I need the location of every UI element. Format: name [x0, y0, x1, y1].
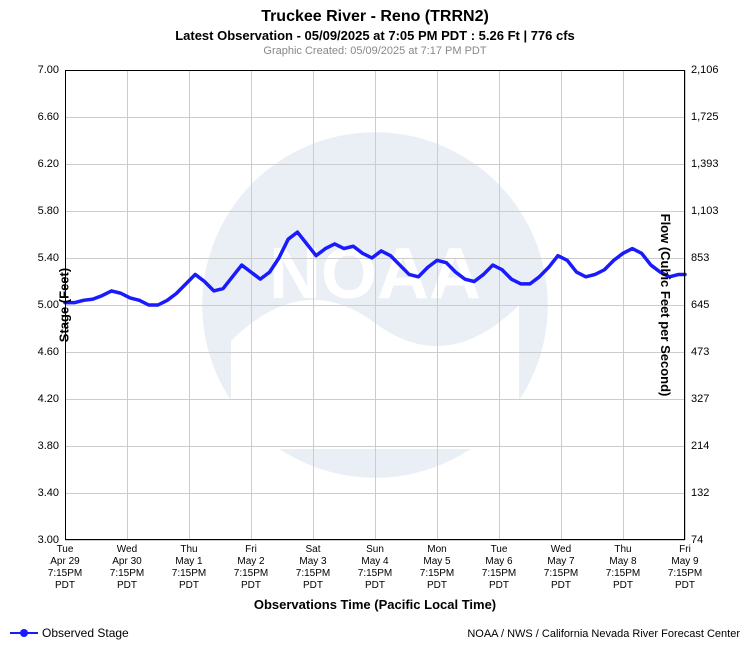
ytick-right: 214: [691, 440, 741, 452]
legend-swatch-icon: [10, 632, 38, 634]
ytick-left: 3.40: [19, 487, 59, 499]
xtick: SatMay 37:15PMPDT: [283, 544, 343, 592]
chart-subtitle: Latest Observation - 05/09/2025 at 7:05 …: [0, 28, 750, 43]
ytick-right: 853: [691, 252, 741, 264]
ytick-left: 4.60: [19, 346, 59, 358]
xtick: WedApr 307:15PMPDT: [97, 544, 157, 592]
ytick-right: 1,103: [691, 205, 741, 217]
x-axis-label: Observations Time (Pacific Local Time): [254, 597, 496, 612]
ytick-right: 645: [691, 299, 741, 311]
xtick: ThuMay 17:15PMPDT: [159, 544, 219, 592]
xtick: ThuMay 87:15PMPDT: [593, 544, 653, 592]
ytick-right: 473: [691, 346, 741, 358]
footer-attribution: NOAA / NWS / California Nevada River For…: [467, 628, 740, 640]
ytick-right: 132: [691, 487, 741, 499]
xtick: WedMay 77:15PMPDT: [531, 544, 591, 592]
ytick-left: 3.80: [19, 440, 59, 452]
ytick-left: 5.40: [19, 252, 59, 264]
grid-line-h: [65, 540, 685, 541]
xtick: TueApr 297:15PMPDT: [35, 544, 95, 592]
xtick: TueMay 67:15PMPDT: [469, 544, 529, 592]
ytick-right: 1,725: [691, 111, 741, 123]
legend-label: Observed Stage: [42, 626, 129, 640]
legend: Observed Stage: [10, 626, 129, 640]
ytick-right: 1,393: [691, 158, 741, 170]
ytick-right: 327: [691, 393, 741, 405]
ytick-left: 5.00: [19, 299, 59, 311]
ytick-left: 7.00: [19, 64, 59, 76]
xtick: SunMay 47:15PMPDT: [345, 544, 405, 592]
chart-title: Truckee River - Reno (TRRN2): [0, 0, 750, 26]
y-axis-right-label: Flow (Cubic Feet per Second): [658, 214, 673, 397]
ytick-left: 5.80: [19, 205, 59, 217]
grid-line-v: [685, 70, 686, 540]
chart-created: Graphic Created: 05/09/2025 at 7:17 PM P…: [0, 45, 750, 57]
ytick-left: 6.20: [19, 158, 59, 170]
y-axis-left-label: Stage (Feet): [57, 268, 72, 342]
plot-area: NOAA 3.003.403.804.204.605.005.405.806.2…: [65, 70, 685, 540]
plot-border: [65, 70, 685, 540]
xtick: FriMay 27:15PMPDT: [221, 544, 281, 592]
xtick: MonMay 57:15PMPDT: [407, 544, 467, 592]
ytick-right: 2,106: [691, 64, 741, 76]
ytick-left: 6.60: [19, 111, 59, 123]
xtick: FriMay 97:15PMPDT: [655, 544, 715, 592]
ytick-left: 4.20: [19, 393, 59, 405]
